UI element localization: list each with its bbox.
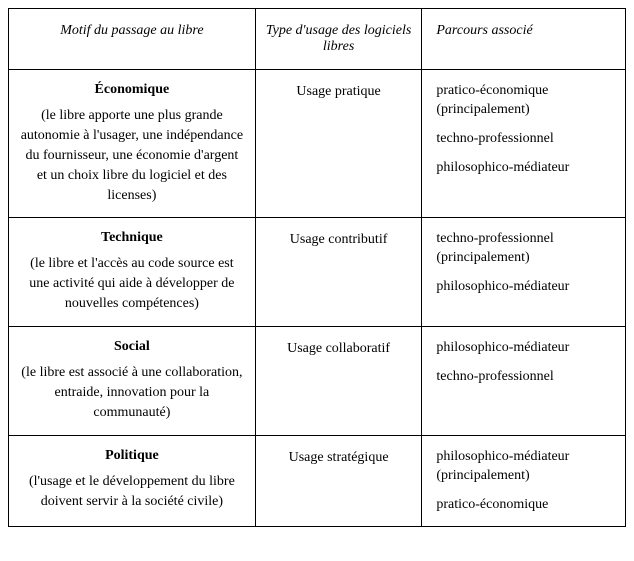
typology-table: Motif du passage au libre Type d'usage d…: [8, 8, 626, 527]
parcours-item: pratico-économique (principalement): [436, 82, 615, 120]
parcours-item: techno-professionnel: [436, 130, 615, 149]
parcours-cell: pratico-économique (principalement) tech…: [422, 70, 626, 218]
usage-cell: Usage pratique: [255, 70, 422, 218]
motif-desc: (le libre apporte une plus grande autono…: [21, 108, 243, 203]
header-usage: Type d'usage des logiciels libres: [255, 9, 422, 70]
motif-cell: Social (le libre est associé à une colla…: [9, 327, 256, 436]
usage-value: Usage collaboratif: [287, 341, 390, 356]
motif-title: Technique: [19, 230, 245, 246]
parcours-item: philosophico-médiateur: [436, 339, 615, 358]
usage-value: Usage stratégique: [289, 450, 389, 465]
motif-title: Politique: [19, 448, 245, 464]
table-row: Économique (le libre apporte une plus gr…: [9, 70, 626, 218]
table-row: Politique (l'usage et le développement d…: [9, 435, 626, 527]
table-row: Social (le libre est associé à une colla…: [9, 327, 626, 436]
usage-value: Usage contributif: [290, 232, 388, 247]
motif-cell: Économique (le libre apporte une plus gr…: [9, 70, 256, 218]
parcours-item: philosophico-médiateur (principalement): [436, 448, 615, 486]
motif-title: Économique: [19, 82, 245, 98]
parcours-item: philosophico-médiateur: [436, 278, 615, 297]
header-row: Motif du passage au libre Type d'usage d…: [9, 9, 626, 70]
motif-cell: Technique (le libre et l'accès au code s…: [9, 218, 256, 327]
header-motif: Motif du passage au libre: [9, 9, 256, 70]
motif-cell: Politique (l'usage et le développement d…: [9, 435, 256, 527]
parcours-cell: philosophico-médiateur (principalement) …: [422, 435, 626, 527]
motif-desc: (le libre et l'accès au code source est …: [29, 256, 234, 311]
table-row: Technique (le libre et l'accès au code s…: [9, 218, 626, 327]
motif-desc: (l'usage et le développement du libre do…: [29, 474, 235, 509]
parcours-item: pratico-économique: [436, 496, 615, 515]
parcours-cell: philosophico-médiateur techno-profession…: [422, 327, 626, 436]
parcours-item: techno-professionnel (principalement): [436, 230, 615, 268]
usage-cell: Usage collaboratif: [255, 327, 422, 436]
header-parcours: Parcours associé: [422, 9, 626, 70]
usage-cell: Usage stratégique: [255, 435, 422, 527]
parcours-cell: techno-professionnel (principalement) ph…: [422, 218, 626, 327]
parcours-item: techno-professionnel: [436, 368, 615, 387]
motif-title: Social: [19, 339, 245, 355]
usage-cell: Usage contributif: [255, 218, 422, 327]
usage-value: Usage pratique: [296, 84, 380, 99]
motif-desc: (le libre est associé à une collaboratio…: [21, 365, 242, 420]
parcours-item: philosophico-médiateur: [436, 159, 615, 178]
